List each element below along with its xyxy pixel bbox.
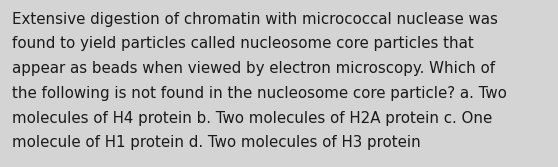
Text: molecules of H4 protein b. Two molecules of H2A protein c. One: molecules of H4 protein b. Two molecules…	[12, 111, 493, 126]
Text: found to yield particles called nucleosome core particles that: found to yield particles called nucleoso…	[12, 36, 474, 51]
Text: molecule of H1 protein d. Two molecules of H3 protein: molecule of H1 protein d. Two molecules …	[12, 135, 421, 150]
Text: Extensive digestion of chromatin with micrococcal nuclease was: Extensive digestion of chromatin with mi…	[12, 12, 498, 27]
Text: appear as beads when viewed by electron microscopy. Which of: appear as beads when viewed by electron …	[12, 61, 496, 76]
Text: the following is not found in the nucleosome core particle? a. Two: the following is not found in the nucleo…	[12, 86, 507, 101]
